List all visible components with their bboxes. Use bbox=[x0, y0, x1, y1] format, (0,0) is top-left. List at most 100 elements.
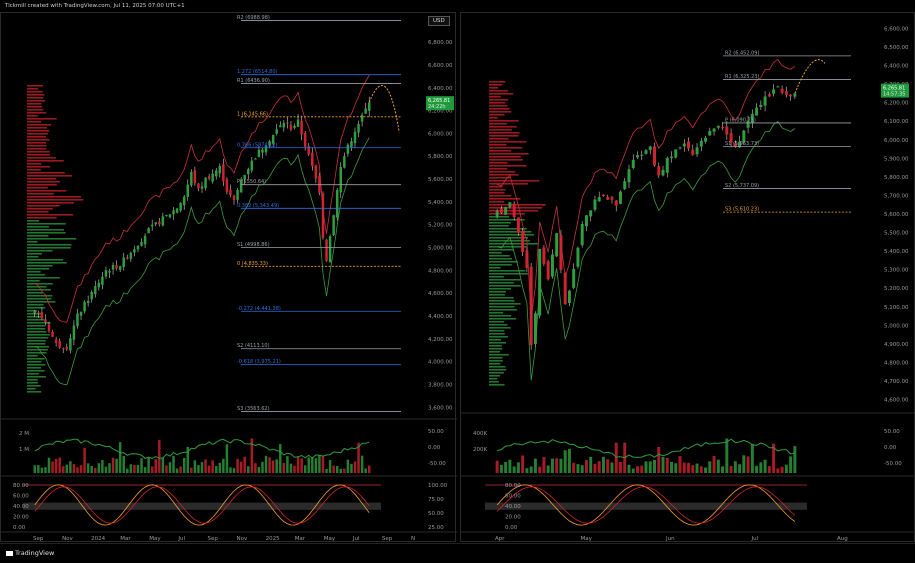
volume-bar bbox=[640, 465, 644, 473]
candle-body bbox=[793, 93, 797, 97]
volume-bar bbox=[716, 459, 720, 473]
volume-profile-bar bbox=[27, 232, 66, 234]
candle-body bbox=[204, 177, 207, 189]
volume-bar bbox=[254, 463, 257, 473]
volume-profile-bar bbox=[489, 276, 504, 278]
volume-profile-bar bbox=[27, 85, 44, 87]
volume-bar bbox=[115, 458, 118, 473]
level-label: 1 (6,145.66) bbox=[237, 111, 268, 117]
volume-bar bbox=[360, 455, 364, 473]
volume-bar bbox=[780, 466, 784, 473]
y-axis-tick-label: 5,500.00 bbox=[884, 231, 909, 237]
volume-bar bbox=[147, 457, 150, 473]
x-axis-tick-label: May bbox=[149, 536, 161, 542]
volume-profile-bar bbox=[489, 192, 505, 194]
y-axis-tick-label: 5,000.00 bbox=[428, 246, 453, 252]
volume-bar bbox=[636, 466, 639, 473]
candle-body bbox=[268, 141, 271, 146]
volume-bar bbox=[311, 457, 314, 473]
candle-body bbox=[129, 252, 133, 259]
volume-profile-bar bbox=[27, 352, 47, 354]
volume-profile-bar bbox=[489, 327, 511, 329]
candle-body bbox=[695, 147, 699, 155]
volume-profile-bar bbox=[489, 234, 535, 236]
volume-bar bbox=[161, 457, 165, 473]
volume-profile-bar bbox=[27, 391, 42, 393]
candle-body bbox=[332, 215, 335, 236]
volume-profile-bar bbox=[489, 252, 502, 254]
candle-body bbox=[580, 223, 584, 246]
volume-bar bbox=[772, 443, 776, 473]
volume-profile-bar bbox=[489, 288, 512, 290]
volume-bar bbox=[179, 466, 182, 473]
oscillator-right-tick-label: 100.00 bbox=[428, 483, 448, 489]
volume-profile-bar bbox=[27, 310, 38, 312]
candle-body bbox=[172, 210, 175, 215]
volume-bar bbox=[40, 467, 44, 473]
level-label: R2 (6,452.09) bbox=[725, 50, 759, 56]
volume-profile-bar bbox=[489, 150, 512, 152]
volume-bar bbox=[339, 468, 343, 473]
last-price-badge bbox=[881, 83, 909, 98]
volume-profile-bar bbox=[27, 142, 47, 144]
volume-bar bbox=[691, 465, 695, 473]
volume-bar bbox=[79, 465, 83, 473]
candle-body bbox=[33, 310, 37, 313]
right-chart-svg[interactable]: 4,600.00 4,700.00 4,800.00 4,900.00 5,000.00… bbox=[461, 13, 915, 543]
candle-body bbox=[755, 107, 759, 116]
level-label: S2 (4113.10) bbox=[237, 343, 270, 349]
x-axis-tick-label: May bbox=[581, 536, 593, 542]
volume-profile-bar bbox=[27, 103, 42, 105]
candle-body bbox=[593, 199, 597, 210]
currency-label[interactable]: USD bbox=[428, 16, 450, 26]
tradingview-logo[interactable]: TradingView bbox=[6, 549, 54, 557]
volume-profile-bar bbox=[27, 112, 47, 114]
volume-bar bbox=[204, 459, 207, 473]
volume-bar bbox=[165, 465, 168, 473]
left-chart-svg[interactable]: 3,600.00 3,800.00 4,000.00 4,200.00 4,400.00… bbox=[1, 13, 457, 543]
volume-profile-bar bbox=[489, 81, 506, 83]
candle-body bbox=[140, 241, 143, 246]
x-axis-tick-label: Jul bbox=[751, 536, 759, 542]
volume-bar bbox=[65, 464, 69, 473]
footer-bar: TradingView bbox=[0, 543, 915, 563]
volume-profile-bar bbox=[27, 211, 49, 213]
volume-profile-bar bbox=[27, 109, 44, 111]
volume-profile-bar bbox=[27, 193, 54, 195]
volume-profile-bar bbox=[489, 102, 506, 104]
candle-body bbox=[640, 154, 644, 156]
volume-profile-bar bbox=[27, 154, 50, 156]
volume-profile-bar bbox=[27, 379, 38, 381]
candle-body bbox=[247, 169, 250, 175]
candle-body bbox=[597, 197, 601, 202]
left-chart-panel[interactable]: 3,600.00 3,800.00 4,000.00 4,200.00 4,400.00… bbox=[0, 12, 457, 543]
candle-body bbox=[687, 141, 691, 149]
volume-bar bbox=[33, 465, 37, 473]
volume-bar bbox=[214, 466, 218, 473]
candle-body bbox=[499, 208, 503, 213]
volume-bar bbox=[738, 464, 742, 473]
y-axis-tick-label: 6,600.00 bbox=[884, 26, 909, 32]
volume-profile-bar bbox=[489, 147, 523, 149]
volume-profile-bar bbox=[27, 157, 56, 159]
upper-band-line bbox=[34, 75, 370, 323]
candle-body bbox=[346, 144, 350, 154]
volume-bar bbox=[789, 456, 793, 473]
volume-profile-bar bbox=[489, 372, 504, 374]
volume-profile-bar bbox=[489, 87, 499, 89]
y-axis-tick-label: 5,400.00 bbox=[884, 249, 909, 255]
volume-bar bbox=[83, 447, 86, 473]
candle-body bbox=[367, 102, 371, 111]
volume-profile-bar bbox=[489, 348, 503, 350]
x-axis-tick-label: May bbox=[324, 536, 336, 542]
candle-body bbox=[733, 143, 737, 148]
volume-bar bbox=[193, 460, 197, 473]
right-chart-panel[interactable]: 4,600.00 4,700.00 4,800.00 4,900.00 5,000.00… bbox=[460, 12, 915, 542]
credit-text: Tickmill created with TradingView.com, J… bbox=[5, 3, 185, 9]
volume-bar bbox=[350, 463, 353, 473]
candle-body bbox=[529, 266, 533, 346]
candle-body bbox=[665, 157, 669, 173]
candle-body bbox=[200, 186, 204, 189]
candle-body bbox=[767, 94, 771, 97]
projection-path bbox=[794, 59, 826, 94]
